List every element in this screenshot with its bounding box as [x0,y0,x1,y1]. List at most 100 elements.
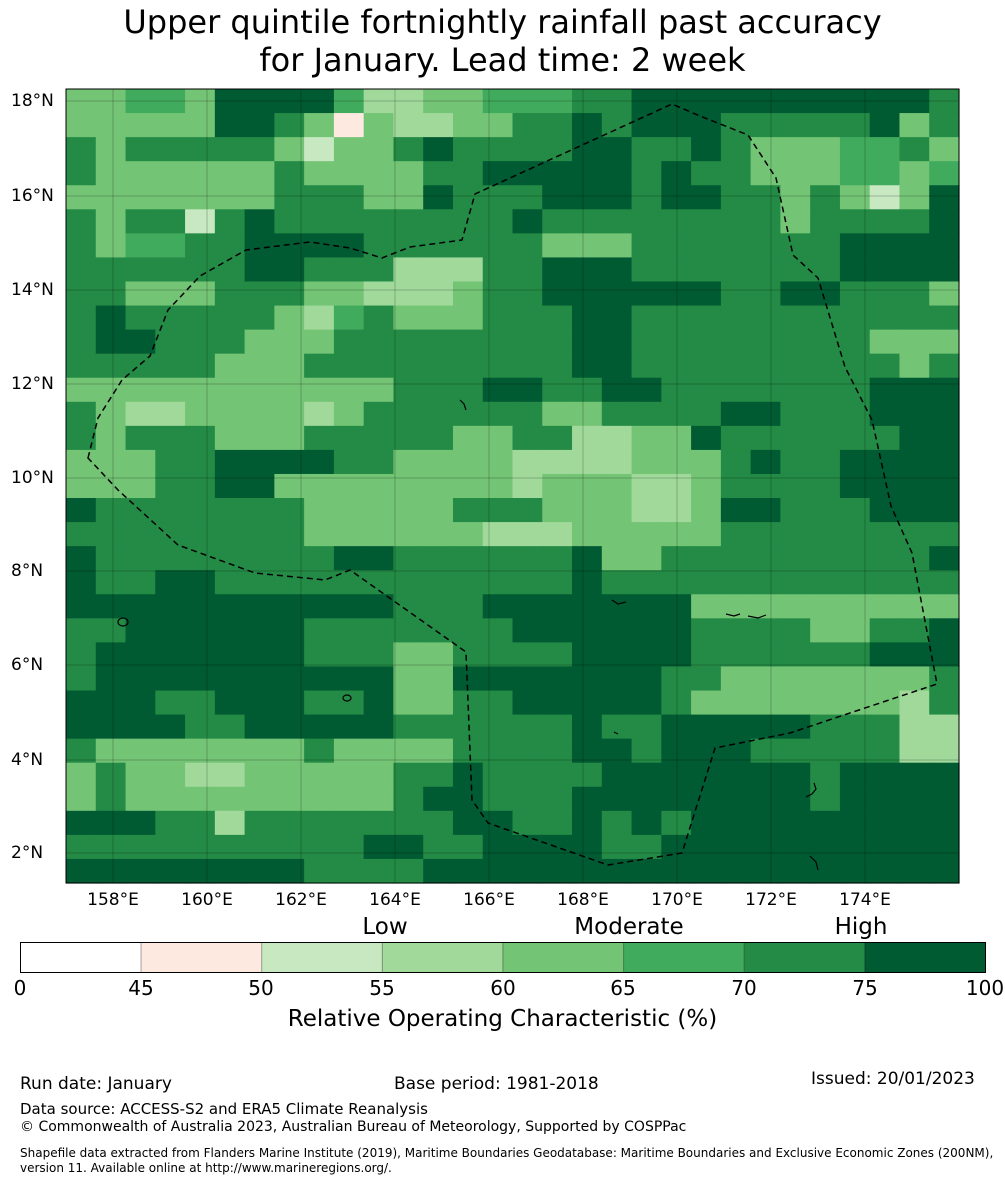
map-cell [66,233,97,259]
map-cell [691,473,722,499]
map-cell [691,113,722,138]
map-cell [631,353,662,379]
map-cell [691,834,722,860]
map-cell [244,786,275,812]
map-cell [720,522,752,547]
map-cell [631,858,662,884]
map-cell [95,498,127,523]
map-cell [393,642,424,668]
map-cell [542,762,573,788]
map-cell [185,161,216,186]
map-cell [691,690,722,716]
map-cell [720,257,752,283]
map-cell [601,281,633,307]
map-cell [452,738,484,764]
map-cell [720,498,752,523]
map-cell [810,714,841,740]
data-source: Data source: ACCESS-S2 and ERA5 Climate … [20,1100,428,1118]
map-cell [661,137,692,162]
map-cell [810,618,841,643]
map-cell [274,305,305,331]
map-cell [363,329,395,355]
colorbar-swatch [623,942,745,973]
map-cell [899,257,930,283]
map-cell [899,449,930,475]
map-cell [661,353,692,379]
map-cell [423,305,454,331]
map-cell [601,858,633,884]
map-cell [899,546,930,571]
map-cell [66,594,97,619]
map-cell [452,185,484,210]
map-cell [542,185,573,210]
map-cell [452,473,484,499]
map-cell [274,89,305,114]
map-cell [95,810,127,836]
run-date: Run date: January [20,1074,172,1094]
map-cell [482,449,514,475]
map-cell [661,570,692,595]
map-cell [601,666,633,692]
map-cell [839,618,871,643]
map-cell [780,89,811,114]
lat-label: 8°N [11,561,44,581]
map-cell [95,401,127,427]
map-cell [66,690,97,716]
map-cell [899,281,930,307]
map-cell [810,762,841,788]
map-cell [810,473,841,499]
map-cell [839,498,871,523]
map-cell [899,666,930,692]
map-cell [274,209,305,234]
map-cell [601,714,633,740]
map-cell [244,522,275,547]
map-cell [631,570,662,595]
map-cell [95,305,127,331]
map-cell [631,738,662,764]
map-cell [66,570,97,595]
map-cell [810,377,841,403]
map-cell [125,377,156,403]
map-cell [393,257,424,283]
map-cell [572,185,603,210]
map-cell [512,353,543,379]
map-cell [780,834,811,860]
map-cell [274,401,305,427]
map-cell [244,449,275,475]
map-cell [155,329,186,355]
map-cell [274,377,305,403]
map-cell [66,209,97,234]
map-cell [810,305,841,331]
map-cell [899,137,930,162]
colorbar-swatch [140,942,263,973]
map-cell [304,618,335,643]
map-cell [542,834,573,860]
map-cell [155,353,186,379]
map-cell [155,233,186,259]
map-cell [750,89,781,114]
map-cell [542,522,573,547]
map-cell [542,89,573,114]
map-cell [869,498,901,523]
map-cell [155,473,186,499]
map-cell [869,810,901,836]
map-cell [839,810,871,836]
map-cell [839,137,871,162]
map-cell [750,137,781,162]
map-cell [393,353,424,379]
map-cell [780,546,811,571]
map-cell [155,377,186,403]
map-cell [482,209,514,234]
map-cell [125,257,156,283]
map-cell [631,401,662,427]
map-cell [274,810,305,836]
map-cell [929,233,960,259]
map-cell [720,690,752,716]
map-cell [214,594,246,619]
map-cell [423,113,454,138]
map-cell [185,305,216,331]
map-cell [601,810,633,836]
map-cell [363,161,395,186]
map-cell [720,281,752,307]
map-cell [720,449,752,475]
